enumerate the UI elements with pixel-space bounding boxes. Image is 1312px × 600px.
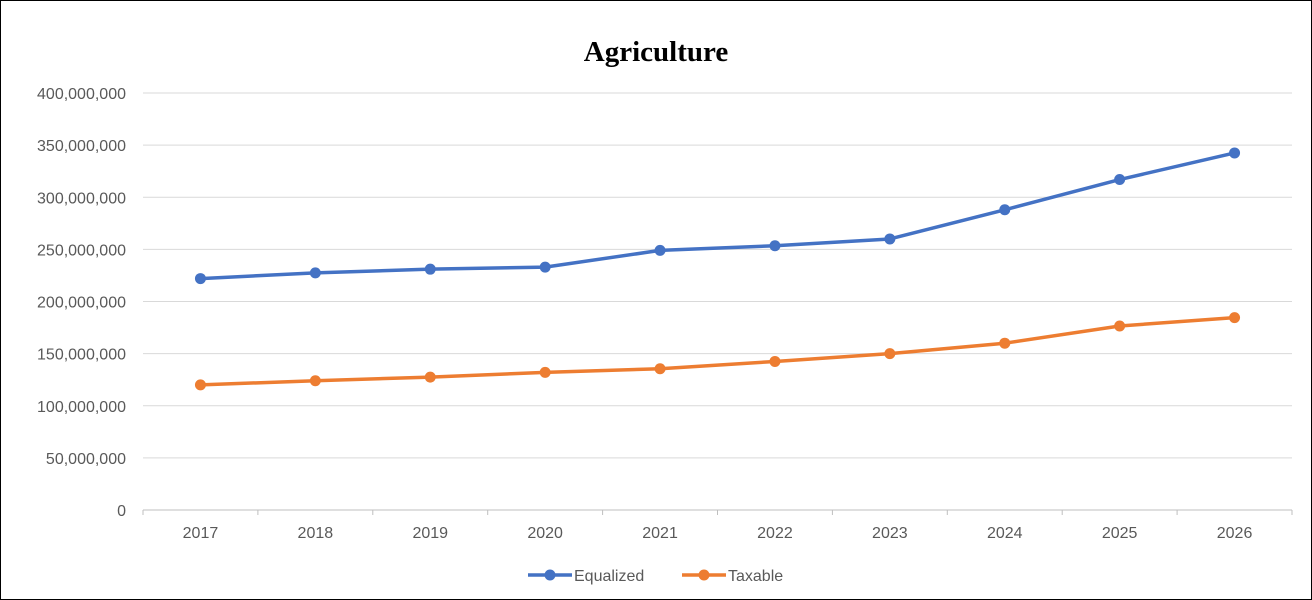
data-point [884,348,896,360]
y-tick-label: 250,000,000 [37,242,126,259]
x-axis [142,509,1293,515]
x-tick-label: 2021 [642,525,678,542]
legend-label: Taxable [728,568,783,585]
legend-item: Taxable [682,568,783,585]
y-tick-label: 400,000,000 [37,86,126,103]
y-tick-label: 200,000,000 [37,295,126,312]
data-point [1114,320,1126,332]
y-tick-label: 150,000,000 [37,347,126,364]
data-point [1114,174,1126,186]
y-tick-label: 100,000,000 [37,399,126,416]
data-point [769,355,781,367]
series-equalized [194,147,1241,285]
legend-item: Equalized [528,568,644,585]
data-point [884,233,896,245]
x-tick-label: 2026 [1217,525,1253,542]
data-point [539,261,551,273]
series-line [198,315,1237,387]
data-point [424,371,436,383]
x-tick-label: 2020 [527,525,563,542]
y-tick-label: 300,000,000 [37,190,126,207]
legend: Equalized Taxable [528,568,783,585]
legend-label: Equalized [574,568,644,585]
x-tick-label: 2018 [298,525,334,542]
data-point [424,263,436,275]
data-point [309,267,321,279]
x-tick-label: 2022 [757,525,793,542]
data-point [539,366,551,378]
y-tick-label: 50,000,000 [46,451,126,468]
chart-title: Agriculture [584,36,729,68]
series-taxable [194,312,1241,391]
x-tick-label: 2019 [412,525,448,542]
x-tick-label: 2024 [987,525,1023,542]
x-axis-tick-labels: 2017 2018 2019 2020 2021 2022 2023 2024 2025 2026 [183,525,1253,542]
y-tick-label: 0 [117,503,126,520]
data-point [309,375,321,387]
series-lines [194,147,1241,391]
y-axis-tick-labels: 0 50,000,000 100,000,000 150,000,000 200,000… [37,86,126,520]
data-point [999,337,1011,349]
data-point [999,204,1011,216]
data-point [769,240,781,252]
data-point [654,363,666,375]
legend-marker [544,569,556,581]
data-point [194,379,206,391]
x-tick-label: 2023 [872,525,908,542]
legend-marker [698,569,710,581]
y-tick-label: 350,000,000 [37,138,126,155]
x-tick-label: 2017 [183,525,219,542]
data-point [194,273,206,285]
series-line [198,151,1237,281]
data-point [1229,147,1241,159]
x-tick-label: 2025 [1102,525,1138,542]
data-point [654,244,666,256]
data-point [1229,312,1241,324]
